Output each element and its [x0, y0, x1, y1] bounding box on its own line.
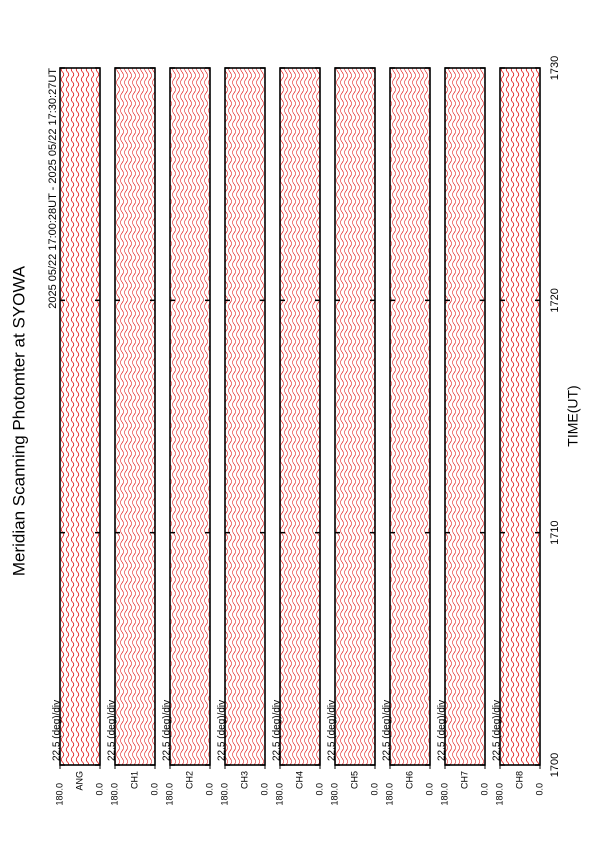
- panel-frame: [334, 67, 376, 766]
- panel-frame: [224, 67, 266, 766]
- panel-frame: [279, 67, 321, 766]
- y-tick-label: 0.0: [149, 783, 159, 796]
- scale-label: 22.5 (deg)/div: [437, 700, 448, 761]
- panel-traces: [280, 68, 320, 765]
- panel-traces: [225, 68, 265, 765]
- x-tick-label: 1730: [549, 56, 561, 80]
- y-tick-label: 180.0: [109, 783, 119, 806]
- panel-traces: [500, 68, 540, 765]
- y-tick-label: 0.0: [479, 783, 489, 796]
- x-tick-label: 1700: [549, 753, 561, 777]
- scale-label: 22.5 (deg)/div: [382, 700, 393, 761]
- y-tick-label: 0.0: [424, 783, 434, 796]
- panel-traces: [115, 68, 155, 765]
- scale-label: 22.5 (deg)/div: [327, 700, 338, 761]
- channel-label: CH2: [184, 771, 194, 789]
- y-tick-label: 180.0: [329, 783, 339, 806]
- chart-subtitle: 2025 05/22 17:00:28UT - 2025 05/22 17:30…: [47, 68, 59, 309]
- rotated-plot: Meridian Scanning Photomter at SYOWA 202…: [9, 56, 580, 806]
- panel-traces: [445, 68, 485, 765]
- scale-label: 22.5 (deg)/div: [52, 700, 63, 761]
- channel-label: CH8: [514, 771, 524, 789]
- y-tick-label: 180.0: [274, 783, 284, 806]
- channel-label: CH3: [239, 771, 249, 789]
- y-tick-label: 180.0: [219, 783, 229, 806]
- y-tick-label: 0.0: [314, 783, 324, 796]
- panel-frame: [444, 67, 486, 766]
- y-tick-label: 180.0: [384, 783, 394, 806]
- panel-frame: [59, 67, 101, 766]
- y-tick-label: 0.0: [369, 783, 379, 796]
- channel-label: CH7: [459, 771, 469, 789]
- scale-label: 22.5 (deg)/div: [217, 700, 228, 761]
- panel-frame: [114, 67, 156, 766]
- x-tick-label: 1710: [549, 520, 561, 544]
- channel-label: CH4: [294, 771, 304, 789]
- y-tick-label: 180.0: [164, 783, 174, 806]
- panel-frame: [169, 67, 211, 766]
- y-tick-label: 0.0: [259, 783, 269, 796]
- y-tick-label: 0.0: [534, 783, 544, 796]
- chart-title: Meridian Scanning Photomter at SYOWA: [9, 265, 28, 576]
- y-tick-label: 180.0: [54, 783, 64, 806]
- x-axis-label: TIME(UT): [565, 385, 581, 446]
- channel-label: ANG: [74, 771, 84, 791]
- panel-traces: [170, 68, 210, 765]
- channel-label: CH6: [404, 771, 414, 789]
- x-tick-label: 1720: [549, 288, 561, 312]
- scale-label: 22.5 (deg)/div: [492, 700, 503, 761]
- panel-traces: [60, 68, 100, 765]
- channel-label: CH5: [349, 771, 359, 789]
- y-tick-label: 0.0: [204, 783, 214, 796]
- y-tick-label: 180.0: [494, 783, 504, 806]
- scale-label: 22.5 (deg)/div: [162, 700, 173, 761]
- panel-traces: [335, 68, 375, 765]
- channel-label: CH1: [129, 771, 139, 789]
- scale-label: 22.5 (deg)/div: [272, 700, 283, 761]
- y-tick-label: 180.0: [439, 783, 449, 806]
- y-tick-label: 0.0: [94, 783, 104, 796]
- panel-frame: [499, 67, 541, 766]
- panel-traces: [390, 68, 430, 765]
- scale-label: 22.5 (deg)/div: [107, 700, 118, 761]
- panel-frame: [389, 67, 431, 766]
